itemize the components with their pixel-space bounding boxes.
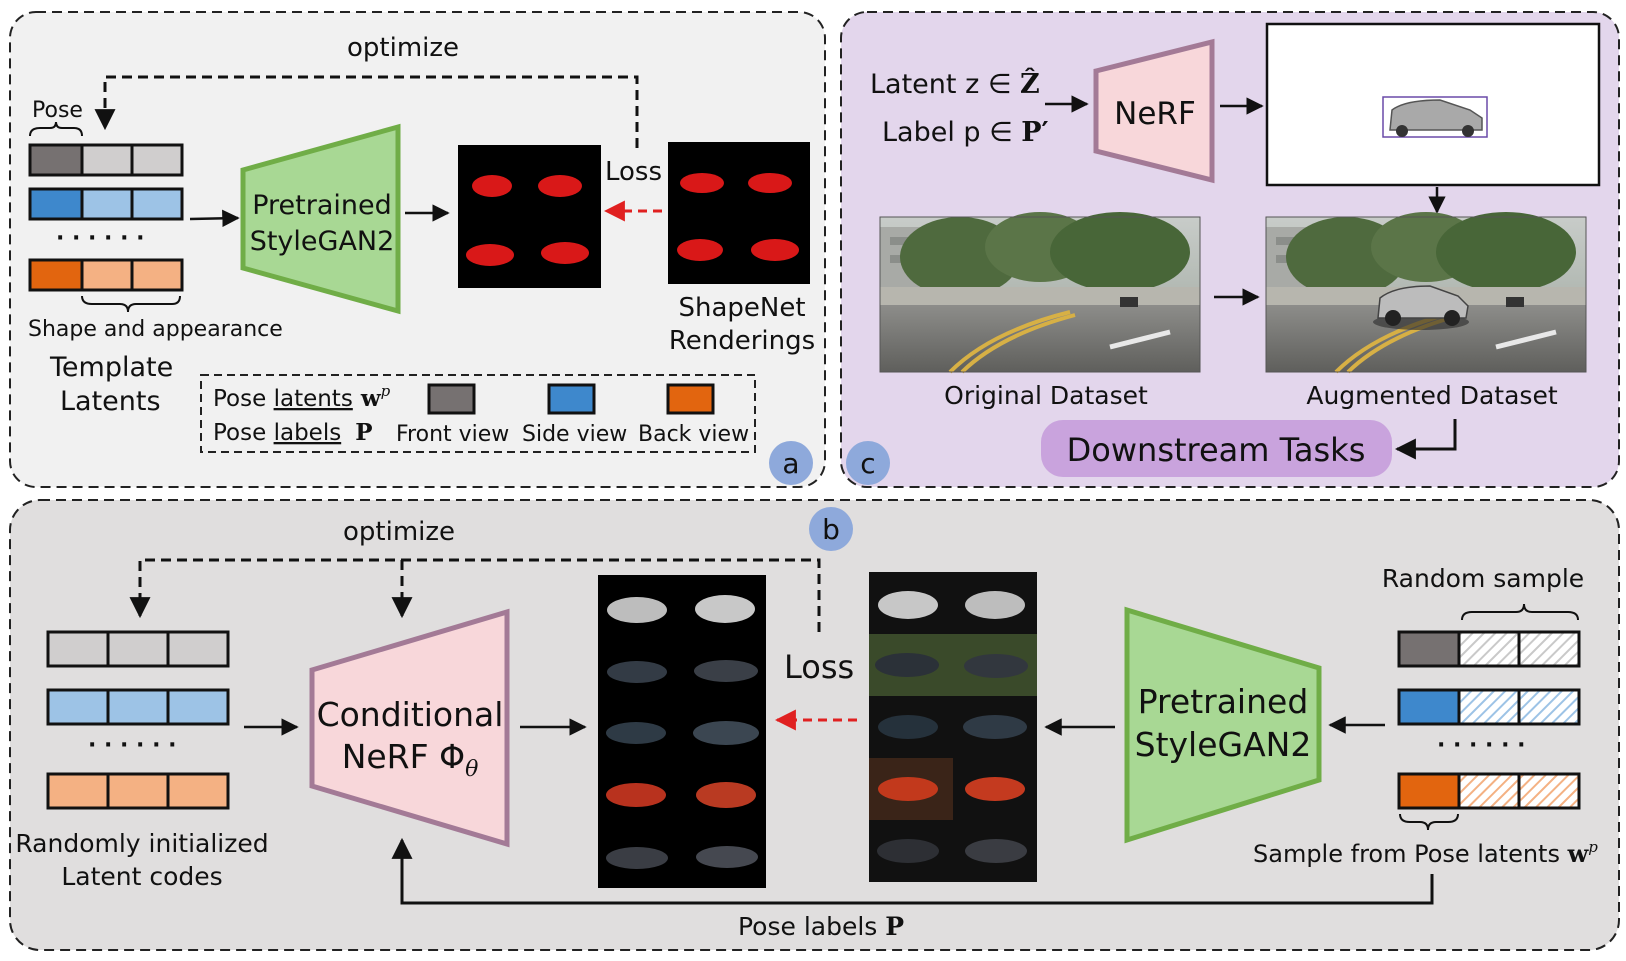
panel-c-arrow-to-downstream [1394, 419, 1457, 460]
nerf-rendered-cars-grid [598, 575, 766, 888]
panel-a-stylegan-block [240, 123, 401, 315]
panel-a-stylegan-line2: StyleGAN2 [250, 226, 395, 257]
panel-a-optimize-arrow [94, 75, 639, 148]
legend-pose-latents: Pose latents wp [213, 382, 391, 412]
template-latent-back [28, 258, 184, 292]
sample-from-pose-latents-label: Sample from Pose latents wp [1253, 838, 1598, 868]
augmented-dataset-image [1266, 212, 1586, 372]
stylegan-generated-cars-grid [869, 572, 1037, 882]
latent-z-label: Latent z ∈ Ẑ [870, 67, 1040, 100]
panel-b-stylegan-line2: StyleGAN2 [1135, 725, 1312, 764]
pose-sample-brace [1399, 813, 1459, 831]
sampled-latent-front [1397, 630, 1581, 668]
panel-a-optimize-label: optimize [347, 33, 459, 63]
template-latent-side [28, 187, 184, 221]
shape-appearance-label: Shape and appearance [28, 317, 283, 342]
legend-back-label: Back view [638, 422, 749, 447]
shapenet-renderings-grid [668, 142, 810, 284]
random-latent-blue [46, 688, 230, 726]
panel-b-optimize-label: optimize [343, 517, 455, 547]
panel-b-optimize-path [129, 558, 821, 632]
template-latent-front [28, 143, 184, 177]
shapenet-label-line1: ShapeNet [678, 293, 805, 323]
random-init-line1: Randomly initialized [15, 829, 268, 858]
conditional-nerf-line2: NeRF Φθ [342, 737, 479, 782]
panel-a-dots: · · · · · · [56, 226, 144, 251]
sampled-latent-side [1397, 688, 1581, 726]
panel-b-loss-label: Loss [784, 648, 854, 686]
panel-a-stylegan-line1: Pretrained [252, 190, 392, 221]
shapenet-label-line2: Renderings [669, 326, 815, 356]
shape-brace [81, 295, 181, 313]
random-sample-label: Random sample [1382, 564, 1584, 593]
original-dataset-image [880, 212, 1200, 372]
conditional-nerf-line1: Conditional [317, 695, 504, 734]
panel-b-dots-right: · · · · · · [1437, 733, 1525, 758]
legend-front-label: Front view [396, 422, 509, 447]
template-latents-line1: Template [49, 352, 173, 383]
panel-a-badge [769, 441, 813, 485]
panel-c-nerf-label: NeRF [1114, 96, 1196, 132]
legend-front-swatch [427, 383, 476, 415]
random-latent-gray [46, 630, 230, 668]
random-sample-brace [1461, 603, 1579, 621]
sampled-latent-back [1397, 772, 1581, 810]
downstream-tasks-label: Downstream Tasks [1067, 431, 1366, 469]
pose-labels-label: Pose labels P [738, 912, 904, 941]
panel-a-loss-label: Loss [605, 157, 662, 187]
legend-side-swatch [547, 383, 596, 415]
pose-brace [29, 121, 83, 137]
panel-b-stylegan-line1: Pretrained [1138, 682, 1309, 721]
augmented-dataset-label: Augmented Dataset [1306, 381, 1557, 410]
legend-side-label: Side view [522, 422, 627, 447]
pose-brace-label: Pose [32, 98, 83, 123]
panel-a-badge-label: a [782, 447, 799, 480]
panel-a-generated-cars-grid [458, 145, 601, 288]
original-dataset-label: Original Dataset [944, 381, 1148, 410]
panel-b-badge [809, 507, 853, 551]
panel-a [9, 11, 826, 488]
panel-a-arrow-to-stylegan [189, 209, 240, 228]
label-p-label: Label p ∈ P′ [882, 117, 1049, 148]
downstream-tasks-box [1041, 420, 1392, 477]
panel-a-legend [200, 374, 756, 453]
conditional-nerf-block [309, 608, 510, 848]
panel-b-badge-label: b [822, 513, 840, 546]
panel-c-nerf-block [1093, 38, 1215, 184]
panel-b-dots-left: · · · · · · [88, 733, 176, 758]
panel-c-badge-label: c [860, 447, 875, 480]
panel-c-badge [846, 441, 890, 485]
random-latent-orange [46, 772, 230, 810]
legend-pose-labels: Pose labels P [213, 419, 372, 446]
random-init-line2: Latent codes [61, 862, 222, 891]
pose-labels-arrow [391, 837, 1434, 905]
nerf-render-output [1265, 22, 1601, 187]
template-latents-line2: Latents [60, 386, 161, 417]
legend-back-swatch [666, 383, 715, 415]
panel-b-stylegan-block [1124, 606, 1322, 844]
